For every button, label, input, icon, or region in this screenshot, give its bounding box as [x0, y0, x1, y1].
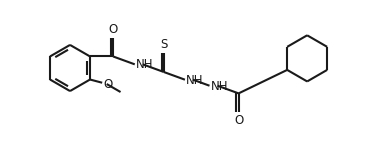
- Text: NH: NH: [211, 80, 228, 93]
- Text: O: O: [108, 23, 118, 36]
- Text: S: S: [160, 38, 168, 51]
- Text: NH: NH: [186, 74, 204, 87]
- Text: O: O: [104, 78, 113, 91]
- Text: NH: NH: [136, 59, 154, 71]
- Text: O: O: [234, 114, 243, 127]
